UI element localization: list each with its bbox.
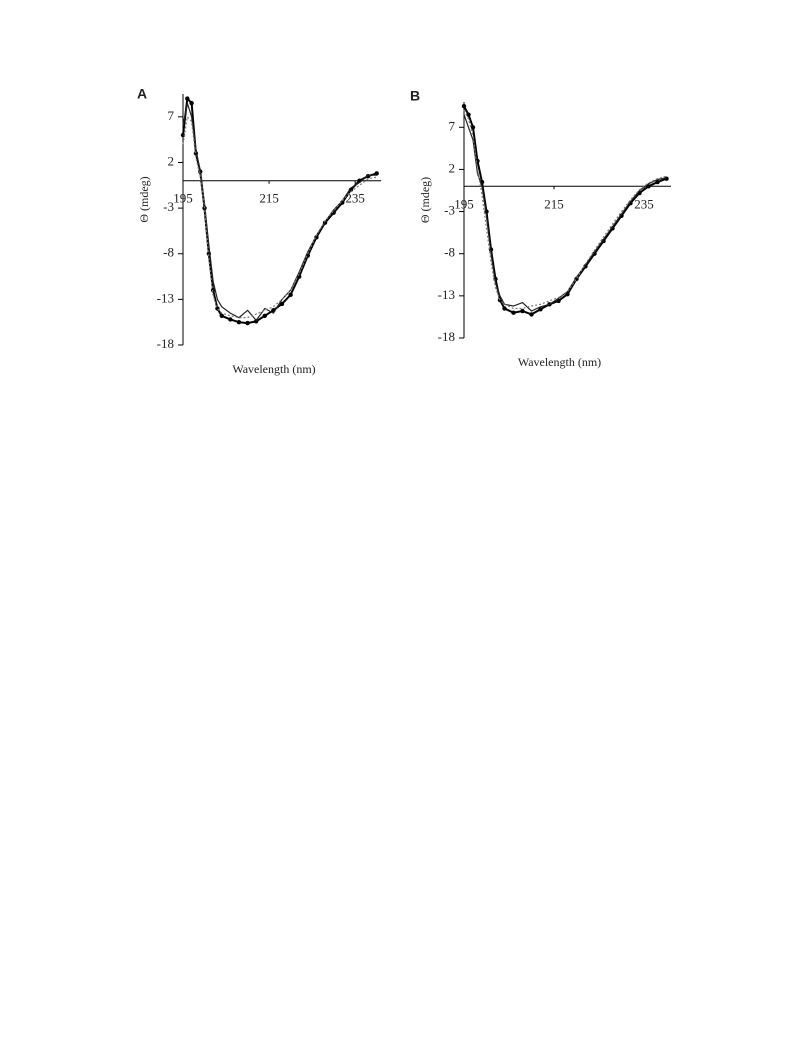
panel-label: A (137, 86, 147, 102)
x-tick-label: 235 (345, 191, 365, 206)
data-point (466, 112, 471, 117)
series-line (182, 115, 377, 319)
x-tick-label: 215 (259, 191, 279, 206)
data-point (228, 317, 233, 322)
panel-label: B (410, 88, 420, 104)
y-tick-label: 2 (168, 153, 175, 168)
y-tick-label: -8 (163, 245, 174, 260)
series-line (463, 114, 667, 312)
y-tick-label: -13 (438, 287, 455, 302)
data-point (520, 308, 525, 314)
data-point (655, 179, 660, 185)
x-tick-label: 215 (544, 196, 564, 211)
x-axis-label: Wavelength (nm) (232, 362, 315, 376)
y-tick-label: 2 (449, 160, 456, 175)
y-axis-label: Θ (mdeg) (137, 176, 151, 222)
data-point (502, 306, 507, 311)
y-tick-label: -13 (157, 290, 174, 305)
x-axis-label: Wavelength (nm) (518, 355, 601, 369)
x-tick-label: 195 (173, 191, 193, 206)
y-tick-label: 7 (449, 118, 456, 133)
data-point (236, 319, 242, 325)
series-line (463, 105, 667, 316)
data-point (262, 313, 267, 318)
y-tick-label: -18 (438, 329, 455, 344)
y-tick-label: -8 (444, 245, 455, 260)
y-tick-label: -3 (163, 199, 174, 214)
y-tick-label: -3 (444, 203, 455, 218)
data-point (245, 320, 250, 326)
y-tick-label: -18 (157, 336, 174, 351)
data-point (185, 96, 190, 101)
y-tick-label: 7 (168, 108, 175, 123)
data-point (374, 171, 379, 176)
x-tick-label: 235 (634, 196, 654, 211)
data-point (529, 312, 534, 317)
data-point (288, 292, 293, 297)
data-point (538, 307, 543, 312)
data-point (279, 301, 285, 307)
data-point (189, 100, 194, 106)
x-tick-label: 195 (454, 196, 474, 211)
y-axis-label: Θ (mdeg) (418, 177, 432, 223)
data-point (219, 313, 224, 318)
data-point (461, 104, 467, 109)
data-point (470, 125, 476, 130)
data-point (511, 310, 516, 315)
